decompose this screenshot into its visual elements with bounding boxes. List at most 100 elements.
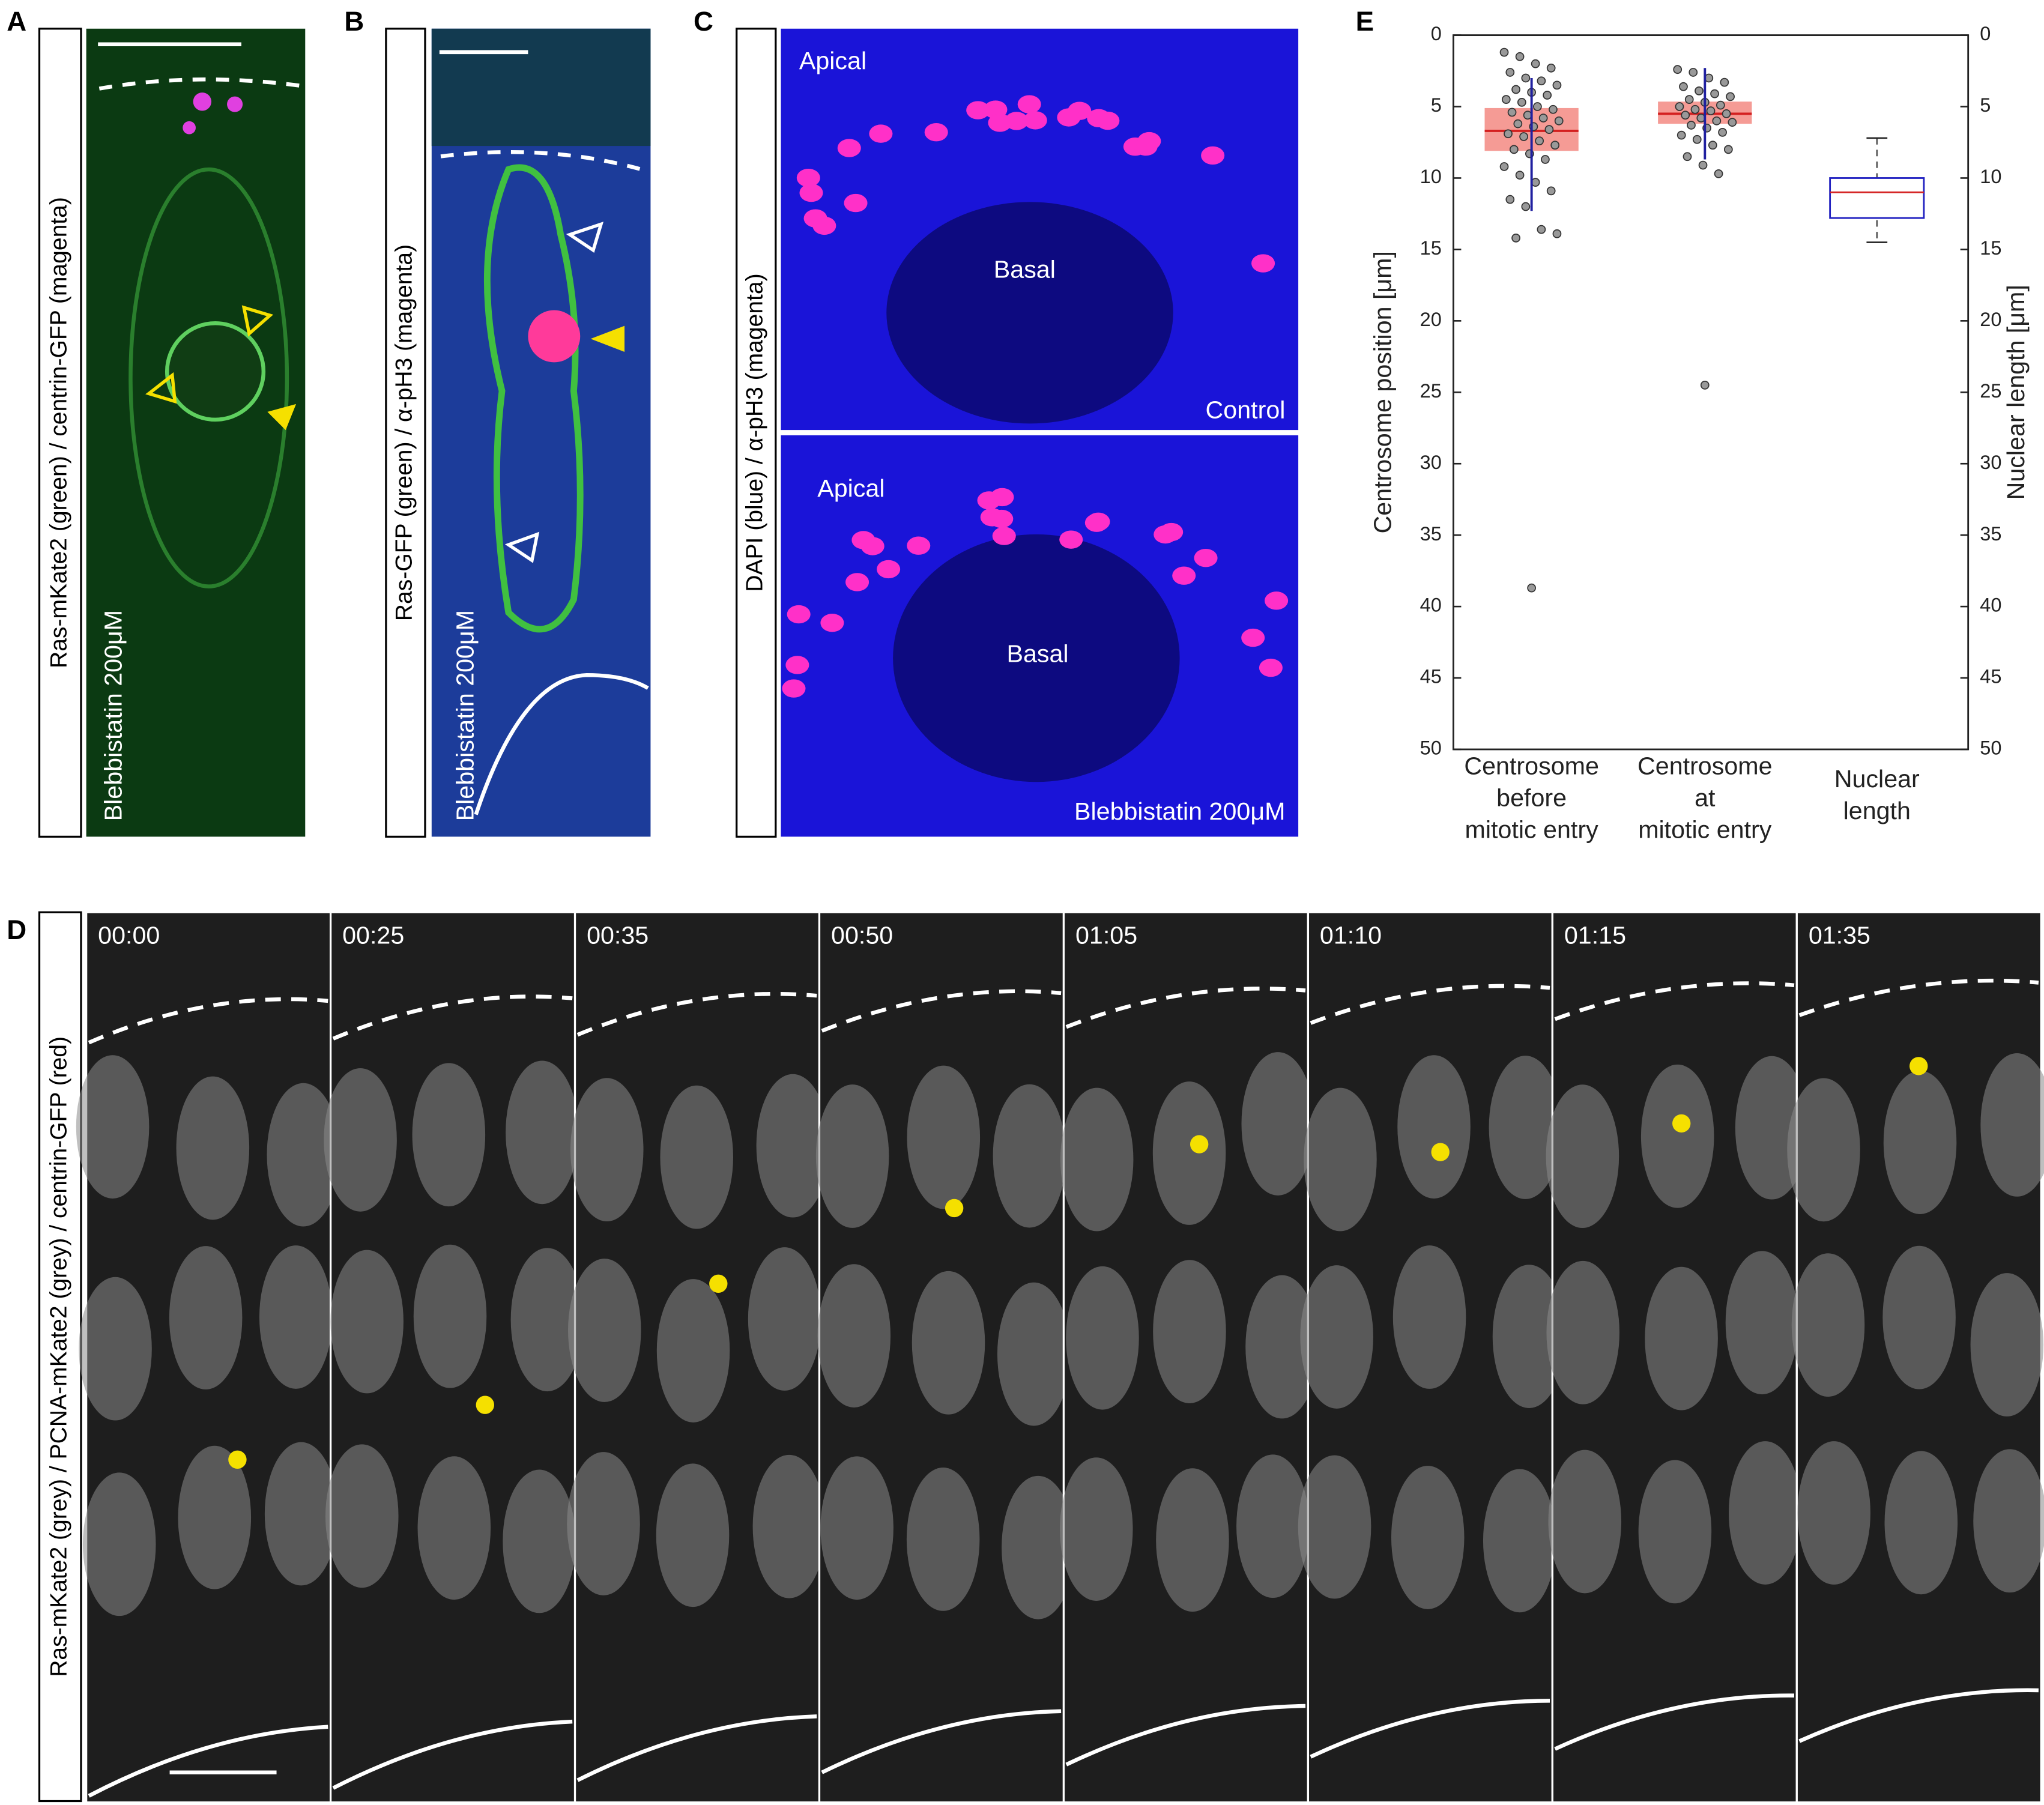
nucleus xyxy=(656,1279,730,1423)
y-tick-label: 25 xyxy=(1420,380,1442,402)
nucleus xyxy=(912,1271,985,1415)
time-label: 01:15 xyxy=(1564,921,1626,949)
nucleus xyxy=(412,1063,486,1207)
y2-tick-label: 30 xyxy=(1980,452,2001,473)
nucleus xyxy=(1787,1078,1860,1222)
data-point xyxy=(1517,98,1526,107)
mitotic-nucleus xyxy=(803,209,827,228)
mitotic-nucleus xyxy=(844,193,868,213)
y2-axis-label: Nuclear length [μm] xyxy=(2002,285,2030,500)
nucleus xyxy=(1156,1468,1229,1612)
apical-line xyxy=(576,991,817,1037)
data-point xyxy=(1716,100,1725,110)
y-tick-label: 20 xyxy=(1420,309,1442,330)
nucleus xyxy=(1492,1265,1566,1408)
mitotic-nucleus xyxy=(1086,512,1110,531)
nucleus xyxy=(176,1076,250,1220)
treatment-label: Blebbistatin 200μM xyxy=(451,610,479,821)
data-point xyxy=(1681,110,1690,120)
data-point xyxy=(1537,225,1546,234)
y2-tick-label: 25 xyxy=(1980,380,2001,402)
nucleus xyxy=(259,1245,333,1389)
nucleus-marker xyxy=(1909,1057,1928,1075)
basal-line xyxy=(821,1709,1062,1774)
x-tick-label: at xyxy=(1695,784,1716,811)
side-label-box xyxy=(736,28,777,838)
y2-tick-label: 50 xyxy=(1980,737,2001,759)
nucleus xyxy=(656,1463,730,1607)
nucleus xyxy=(1059,1457,1133,1601)
apical-line xyxy=(1554,981,1795,1021)
mitotic-nucleus xyxy=(1265,591,1289,610)
nucleus xyxy=(413,1244,487,1388)
data-point xyxy=(1726,92,1735,101)
data-point xyxy=(1521,73,1531,83)
nucleus xyxy=(815,1084,889,1228)
nucleus xyxy=(503,1469,576,1613)
panel-label: E xyxy=(1356,6,1374,37)
arrowhead xyxy=(504,531,540,563)
time-label: 00:35 xyxy=(587,921,649,949)
data-point xyxy=(1541,155,1550,164)
basal-line xyxy=(1065,1704,1306,1767)
condition-label: Control xyxy=(1206,396,1286,424)
data-point xyxy=(1722,109,1731,118)
nucleus xyxy=(907,1065,981,1209)
arrowhead xyxy=(267,404,297,431)
nucleus xyxy=(1797,1441,1870,1585)
data-point xyxy=(1554,116,1564,125)
nucleus xyxy=(993,1084,1066,1228)
nucleus-marker xyxy=(1672,1114,1691,1133)
y-tick-label: 15 xyxy=(1420,237,1442,259)
data-point xyxy=(1513,119,1523,128)
basal-line xyxy=(332,1719,573,1790)
data-point xyxy=(1692,135,1702,144)
nucleus xyxy=(178,1445,252,1589)
nucleus xyxy=(1548,1450,1622,1594)
region-label: Basal xyxy=(1006,640,1068,668)
data-point xyxy=(1710,89,1719,98)
data-point xyxy=(1684,95,1694,104)
nucleus xyxy=(756,1074,830,1218)
cell-outline xyxy=(483,164,584,633)
mitotic-nucleus xyxy=(785,656,809,674)
data-point xyxy=(1543,91,1552,100)
data-point xyxy=(1549,104,1558,114)
mitotic-nucleus xyxy=(782,679,806,698)
data-point xyxy=(1515,171,1525,180)
nucleus xyxy=(506,1060,579,1205)
chromatin xyxy=(528,310,581,363)
apical-line xyxy=(1065,987,1306,1029)
apical-line xyxy=(1798,978,2039,1017)
treatment-label: Blebbistatin 200μM xyxy=(99,610,127,821)
y-tick-label: 5 xyxy=(1431,94,1442,116)
nucleus-marker xyxy=(1431,1143,1450,1161)
y-tick-label: 50 xyxy=(1420,737,1442,759)
outlier xyxy=(1527,583,1537,593)
data-point xyxy=(1531,59,1540,68)
mitotic-nucleus xyxy=(990,509,1014,528)
data-point xyxy=(1550,141,1560,150)
data-point xyxy=(1504,129,1513,139)
nucleus xyxy=(1241,1052,1315,1196)
y2-tick-label: 40 xyxy=(1980,594,2001,616)
nucleus xyxy=(1236,1454,1310,1598)
data-point xyxy=(1695,86,1704,95)
time-label: 01:05 xyxy=(1075,921,1137,949)
data-point xyxy=(1673,65,1683,74)
nucleus xyxy=(417,1456,491,1600)
data-point xyxy=(1683,152,1692,162)
nucleus xyxy=(817,1264,891,1407)
nucleus-marker xyxy=(228,1450,247,1469)
outlier xyxy=(1700,381,1710,390)
data-point xyxy=(1720,77,1729,87)
data-point xyxy=(1507,107,1517,117)
nucleus xyxy=(325,1444,399,1588)
mitotic-nucleus xyxy=(787,605,811,624)
data-point xyxy=(1535,136,1544,146)
mitotic-nucleus xyxy=(1059,530,1083,549)
nucleus xyxy=(660,1085,733,1229)
data-point xyxy=(1728,118,1737,127)
